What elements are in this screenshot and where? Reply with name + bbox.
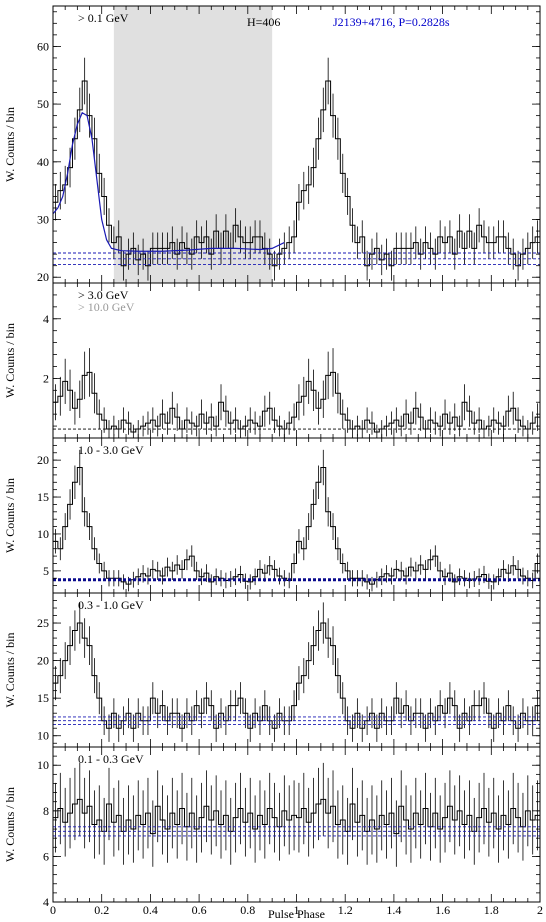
- energy-band-label: 1.0 - 3.0 GeV: [78, 443, 144, 457]
- fit-model-curve: [53, 111, 285, 252]
- panel-frame: [52, 437, 541, 594]
- x-tick-label: 0.6: [192, 903, 207, 917]
- y-tick-label: 10: [37, 527, 49, 541]
- panel-4: 10 15 20 25 W. Counts / bin 0.3 - 1.0 GeV: [3, 592, 541, 748]
- x-tick-label: 0: [50, 903, 56, 917]
- y-axis-label: W. Counts / bin: [3, 323, 17, 398]
- x-tick-label: 0.2: [94, 903, 109, 917]
- y-tick-label: 15: [37, 490, 49, 504]
- y-axis-label: W. Counts / bin: [3, 633, 17, 708]
- x-tick-label: 2: [537, 903, 543, 917]
- x-tick-label: 0.8: [240, 903, 255, 917]
- y-tick-label: 60: [37, 39, 49, 53]
- y-tick-label: 8: [43, 804, 49, 818]
- histogram-line: [53, 467, 540, 585]
- x-tick-label: 1.2: [338, 903, 353, 917]
- y-tick-label: 20: [37, 270, 49, 284]
- panel-frame: [52, 592, 541, 748]
- y-tick-label: 10: [37, 729, 49, 743]
- y-tick-label: 40: [37, 155, 49, 169]
- histogram-line: [53, 798, 540, 835]
- y-tick-label: 2: [43, 371, 49, 385]
- panel-content: [53, 348, 540, 438]
- energy-band-label: > 0.1 GeV: [78, 11, 129, 25]
- y-axis-label: W. Counts / bin: [3, 787, 17, 862]
- y-tick-label: 30: [37, 213, 49, 227]
- x-axis-label: Pulse Phase: [268, 907, 325, 921]
- panel-content: [53, 6, 540, 283]
- histogram-line: [53, 622, 540, 729]
- panel-content: [53, 602, 540, 742]
- off-pulse-region: [113, 6, 273, 283]
- x-tick-label: 1.6: [435, 903, 450, 917]
- x-tick-label: 1.4: [386, 903, 401, 917]
- y-tick-label: 5: [43, 564, 49, 578]
- y-tick-label: 10: [37, 758, 49, 772]
- y-tick-label: 20: [37, 654, 49, 668]
- panel-2: 2 4 W. Counts / bin > 3.0 GeV> 10.0 GeV: [3, 282, 541, 439]
- panel-3: 5 10 15 20 W. Counts / bin 1.0 - 3.0 GeV: [3, 437, 541, 594]
- panel-5: 4 6 8 10 W. Counts / bin 0.1 - 0.3 GeV: [3, 746, 541, 909]
- y-tick-label: 20: [37, 453, 49, 467]
- energy-band-label: 0.3 - 1.0 GeV: [78, 598, 144, 612]
- panel-content: [53, 449, 540, 592]
- energy-band-label: > 3.0 GeV: [78, 288, 129, 302]
- y-tick-label: 6: [43, 849, 49, 863]
- y-axis-label: W. Counts / bin: [3, 478, 17, 553]
- x-tick-label: 1.8: [484, 903, 499, 917]
- histogram-line: [53, 371, 540, 433]
- panel-1: 20 30 40 50 60 W. Counts / bin > 0.1 GeV H=406 J…: [3, 5, 541, 284]
- h-test-annotation: H=406: [247, 15, 280, 29]
- y-tick-label: 15: [37, 691, 49, 705]
- y-tick-label: 25: [37, 616, 49, 630]
- source-annotation: J2139+4716, P=0.2828s: [333, 15, 450, 29]
- y-tick-label: 50: [37, 97, 49, 111]
- y-tick-label: 4: [43, 312, 49, 326]
- energy-band-label: 0.1 - 0.3 GeV: [78, 752, 144, 766]
- panel-content: [53, 762, 540, 867]
- y-axis-label: W. Counts / bin: [3, 107, 17, 182]
- x-tick-label: 0.4: [143, 903, 158, 917]
- energy-band-label-secondary: > 10.0 GeV: [78, 300, 135, 314]
- x-tick-label: 1: [294, 903, 300, 917]
- y-tick-label: 4: [43, 895, 49, 909]
